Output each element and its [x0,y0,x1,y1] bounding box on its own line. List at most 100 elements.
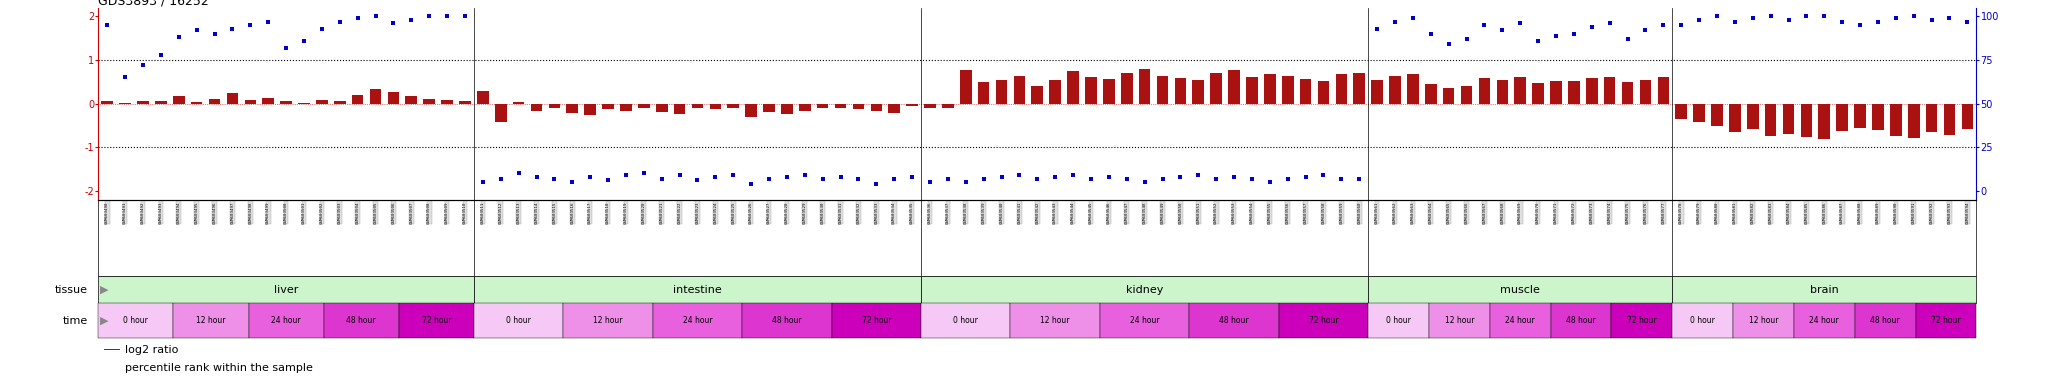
Point [377,20,410,26]
Bar [764,104,774,112]
Point [1057,172,1090,178]
Text: GSM603593: GSM603593 [1948,201,1952,224]
Point [807,175,840,182]
Text: 72 hour: 72 hour [1931,316,1960,325]
Point [627,170,659,177]
Bar [512,102,524,104]
Point [932,175,965,182]
Bar [1460,86,1473,104]
Point [1915,17,1948,23]
Bar [315,100,328,104]
Point [1647,22,1679,28]
Bar [799,104,811,111]
Text: GSM603499: GSM603499 [266,201,270,224]
Point [1612,36,1645,42]
Bar [922,303,1010,338]
Bar [831,303,922,338]
Text: GSM603504: GSM603504 [356,201,360,224]
Bar [387,92,399,104]
Point [1378,18,1411,25]
Point [1450,36,1483,42]
Text: GSM603547: GSM603547 [1124,201,1128,224]
Text: GDS3893 / 16252: GDS3893 / 16252 [98,0,209,8]
Bar [281,101,293,104]
Bar [1229,70,1239,104]
Point [358,13,391,20]
Point [1038,174,1071,180]
Text: GSM603592: GSM603592 [1929,201,1933,224]
Text: GSM603542: GSM603542 [1036,201,1038,224]
Bar [1067,71,1079,104]
Text: 0 hour: 0 hour [123,316,147,325]
Point [287,38,319,44]
Text: GSM603580: GSM603580 [1714,201,1718,224]
Text: 72 hour: 72 hour [1626,316,1657,325]
Bar [1300,79,1311,104]
Text: GSM603495: GSM603495 [195,201,199,224]
Point [305,26,338,32]
Bar [1278,303,1368,338]
Bar [621,104,631,111]
Text: GSM603576: GSM603576 [1642,201,1647,224]
Bar [836,104,846,108]
Text: GSM603572: GSM603572 [1573,201,1575,224]
Bar [1694,104,1704,122]
Text: GSM603552: GSM603552 [1214,201,1219,224]
Point [1559,31,1591,37]
Bar [477,91,489,104]
Point [109,74,141,81]
Text: 0 hour: 0 hour [1386,316,1411,325]
Bar [209,99,221,104]
Bar [174,303,248,338]
Bar [1368,276,1673,303]
Text: GSM603490: GSM603490 [104,201,109,224]
Text: GSM603522: GSM603522 [678,201,682,224]
Text: GSM603535: GSM603535 [909,201,913,224]
Point [842,175,874,182]
Bar [961,70,971,104]
Text: GSM603553: GSM603553 [1233,201,1237,224]
Point [539,175,571,182]
Bar [334,101,346,104]
Text: GSM603550: GSM603550 [1178,201,1182,224]
Point [1827,18,1860,25]
Text: GSM603541: GSM603541 [1018,201,1022,224]
Point [967,175,999,182]
Bar [244,100,256,104]
Point [664,172,696,178]
Bar [1354,73,1366,104]
Bar [852,104,864,109]
Bar [1139,69,1151,104]
Bar [602,104,614,109]
Bar [1837,104,1847,131]
Point [895,174,928,180]
Point [1343,175,1376,182]
Bar [299,103,309,104]
Point [1772,17,1804,23]
Text: GSM603520: GSM603520 [641,201,645,224]
Text: GSM603494: GSM603494 [176,201,180,224]
Bar [1550,303,1612,338]
Bar [1489,303,1550,338]
Text: GSM603584: GSM603584 [1786,201,1790,224]
Bar [352,94,362,104]
Bar [639,104,649,108]
Text: GSM603564: GSM603564 [1430,201,1434,224]
Bar [924,104,936,109]
Bar [262,98,274,104]
Text: 24 hour: 24 hour [1505,316,1536,325]
Bar [1245,77,1257,104]
Text: GSM603512: GSM603512 [500,201,502,224]
Point [1790,13,1823,20]
Point [1522,38,1554,44]
Bar [584,104,596,115]
Point [1575,24,1608,30]
Bar [1585,78,1597,104]
Point [252,18,285,25]
Point [90,22,123,28]
Bar [1104,79,1114,104]
Text: GSM603555: GSM603555 [1268,201,1272,224]
Text: GSM603523: GSM603523 [696,201,700,224]
Point [199,31,231,37]
Text: GSM603570: GSM603570 [1536,201,1540,224]
